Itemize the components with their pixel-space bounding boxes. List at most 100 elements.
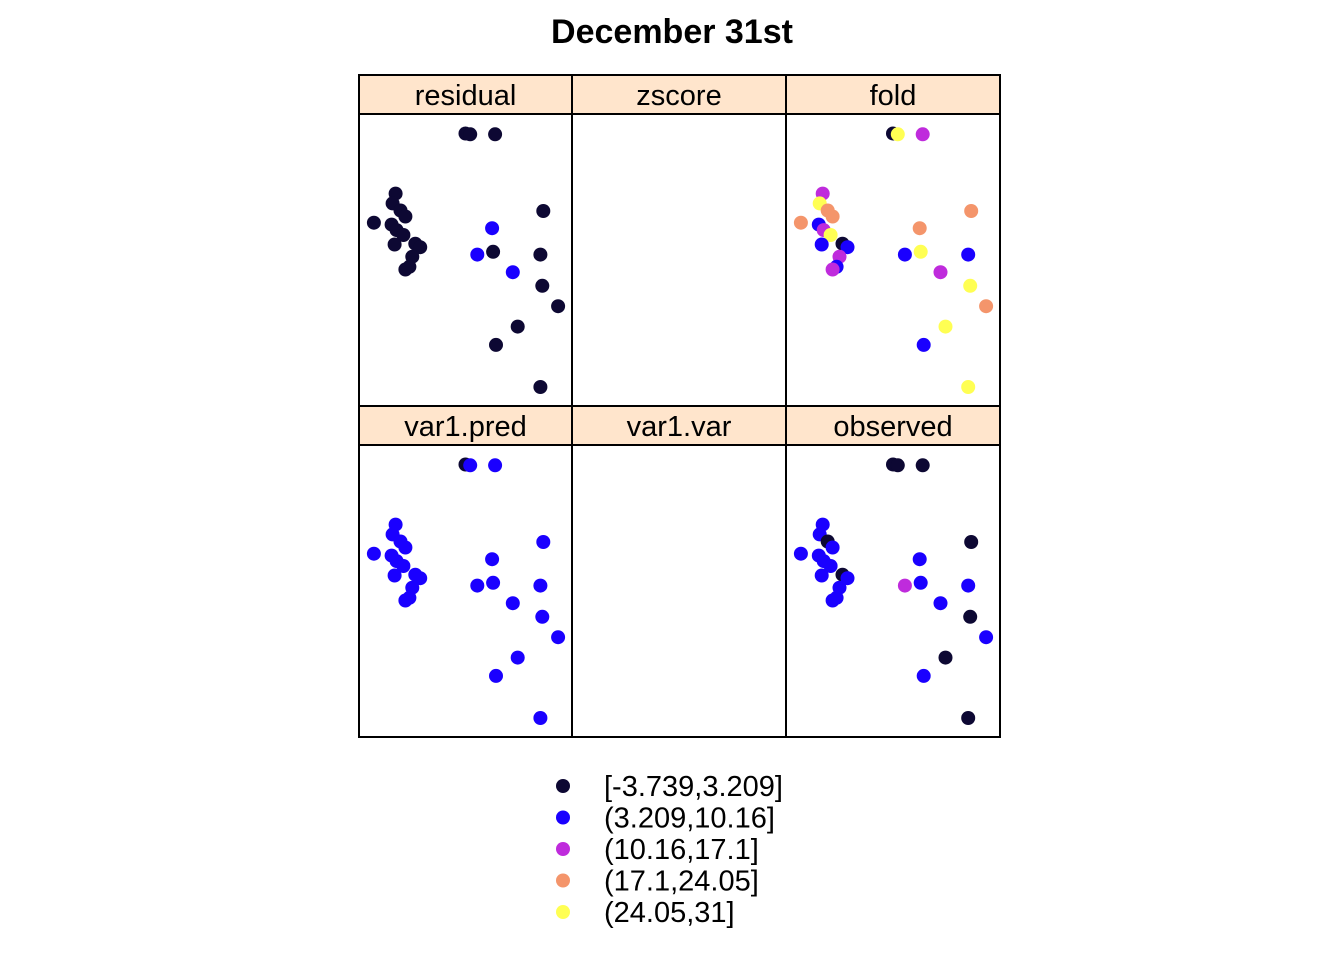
panel-var1-pred: var1.pred bbox=[358, 405, 573, 738]
strip-background bbox=[358, 74, 573, 115]
strip-background bbox=[571, 74, 787, 115]
data-point bbox=[793, 215, 808, 230]
data-point bbox=[840, 240, 855, 255]
data-point bbox=[489, 337, 503, 352]
data-point bbox=[551, 299, 566, 314]
data-point bbox=[979, 630, 994, 645]
data-point bbox=[916, 668, 931, 683]
legend-marker bbox=[556, 842, 570, 856]
data-point bbox=[488, 458, 503, 473]
legend: [-3.739,3.209](3.209,10.16](10.16,17.1](… bbox=[556, 771, 783, 929]
data-point bbox=[897, 578, 912, 593]
strip-background bbox=[571, 405, 787, 446]
panel-frame bbox=[571, 113, 787, 407]
data-point bbox=[536, 204, 551, 218]
data-point bbox=[413, 240, 428, 255]
data-point bbox=[535, 278, 550, 293]
strip-label: residual bbox=[415, 80, 517, 112]
data-point bbox=[964, 535, 979, 549]
data-point bbox=[536, 535, 551, 549]
data-point bbox=[933, 265, 948, 280]
data-point bbox=[485, 552, 500, 567]
data-point bbox=[825, 540, 840, 555]
legend-marker bbox=[556, 810, 570, 825]
legend-marker bbox=[556, 873, 570, 888]
data-point bbox=[825, 209, 840, 224]
data-point bbox=[912, 221, 927, 236]
data-point bbox=[551, 630, 566, 645]
data-point bbox=[398, 262, 413, 277]
data-point bbox=[964, 204, 979, 218]
data-point bbox=[510, 319, 525, 334]
strip-background bbox=[785, 405, 1001, 446]
data-point bbox=[913, 575, 928, 590]
panel-var1-var: var1.var bbox=[571, 405, 787, 738]
strip-background bbox=[785, 74, 1001, 115]
legend-label: (10.16,17.1] bbox=[604, 834, 759, 866]
legend-marker bbox=[556, 905, 570, 919]
data-point bbox=[463, 127, 478, 142]
data-point bbox=[897, 247, 912, 262]
data-point bbox=[814, 568, 829, 583]
legend-label: (24.05,31] bbox=[604, 897, 735, 929]
data-point bbox=[510, 650, 525, 665]
strip-label: observed bbox=[833, 411, 952, 443]
data-point bbox=[533, 711, 548, 725]
chart-title: December 31st bbox=[551, 13, 793, 51]
data-point bbox=[387, 237, 402, 252]
data-point bbox=[825, 593, 840, 608]
data-point bbox=[912, 552, 927, 567]
data-point bbox=[979, 299, 994, 314]
legend-label: (17.1,24.05] bbox=[604, 866, 759, 898]
data-point bbox=[485, 221, 500, 236]
data-point bbox=[398, 540, 413, 555]
data-point bbox=[961, 578, 976, 593]
strip-label: var1.var bbox=[627, 411, 732, 443]
data-point bbox=[387, 568, 402, 583]
data-point bbox=[486, 575, 501, 590]
data-point bbox=[413, 571, 428, 586]
data-point bbox=[470, 247, 485, 262]
data-point bbox=[793, 546, 808, 561]
legend-item: (10.16,17.1] bbox=[556, 834, 759, 866]
panel-grid: residual zscore fold var1.pred var1.var obser… bbox=[358, 74, 1001, 738]
data-point bbox=[505, 265, 520, 280]
data-point bbox=[825, 262, 840, 277]
legend-item: (17.1,24.05] bbox=[556, 866, 759, 898]
data-point bbox=[823, 228, 838, 242]
data-point bbox=[535, 609, 550, 624]
data-point bbox=[470, 578, 485, 593]
legend-item: [-3.739,3.209] bbox=[556, 771, 783, 803]
data-point bbox=[398, 209, 413, 224]
data-point bbox=[933, 596, 948, 611]
data-point bbox=[961, 380, 976, 394]
data-point bbox=[961, 711, 976, 725]
data-point bbox=[814, 237, 829, 252]
data-point bbox=[840, 571, 855, 586]
legend-item: (24.05,31] bbox=[556, 897, 735, 929]
data-point bbox=[366, 215, 381, 230]
data-point bbox=[486, 244, 501, 259]
legend-item: (3.209,10.16] bbox=[556, 803, 775, 835]
data-point bbox=[963, 609, 978, 624]
data-point bbox=[890, 458, 905, 473]
panel-fold: fold bbox=[785, 74, 1001, 407]
strip-label: zscore bbox=[636, 80, 721, 112]
data-point bbox=[505, 596, 520, 611]
legend-marker bbox=[556, 779, 570, 793]
panel-observed: observed bbox=[785, 405, 1001, 738]
data-point bbox=[533, 578, 548, 593]
data-point bbox=[913, 244, 928, 259]
data-point bbox=[915, 127, 930, 142]
data-point bbox=[915, 458, 930, 473]
strip-background bbox=[358, 405, 573, 446]
data-point bbox=[938, 650, 953, 665]
panel-zscore: zscore bbox=[571, 74, 787, 407]
panel-frame bbox=[785, 444, 1001, 738]
data-point bbox=[533, 247, 548, 262]
data-point bbox=[890, 127, 905, 142]
data-point bbox=[489, 668, 503, 683]
panel-residual: residual bbox=[358, 74, 573, 407]
data-point bbox=[963, 278, 978, 293]
